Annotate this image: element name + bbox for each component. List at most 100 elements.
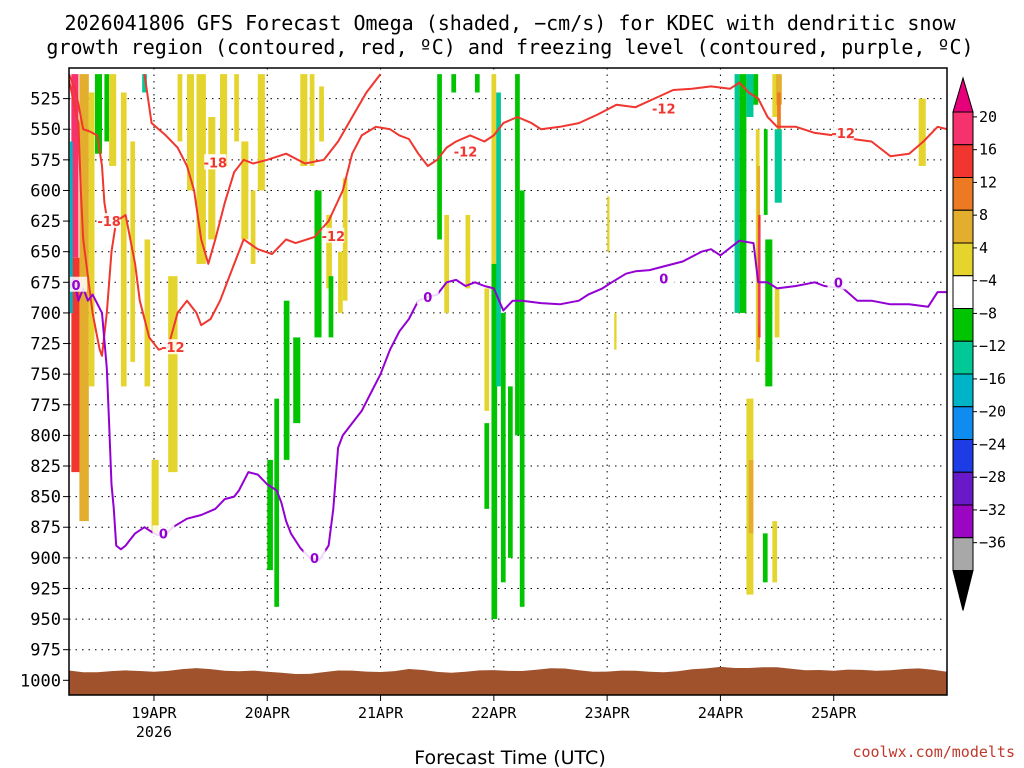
contour-label-bg xyxy=(827,274,850,290)
omega-cell xyxy=(519,190,525,607)
plot-frame xyxy=(68,67,948,696)
y-tick-label: 600 xyxy=(30,181,61,201)
omega-cell xyxy=(734,74,740,313)
contour-label-bg xyxy=(65,276,88,292)
colorbar-tick-label: −24 xyxy=(979,435,1006,453)
omega-cell xyxy=(309,74,315,166)
colorbar-tick-label: −4 xyxy=(979,272,997,290)
contour-label-bg xyxy=(152,525,175,541)
y-tick-label: 850 xyxy=(30,488,61,508)
omega-cell xyxy=(328,276,334,338)
omega-cell xyxy=(234,74,239,142)
y-tick-label: 800 xyxy=(30,426,61,446)
omega-cell xyxy=(491,74,497,289)
omega-cell xyxy=(762,533,768,583)
omega-cell xyxy=(220,74,228,166)
y-tick-label: 1000 xyxy=(20,671,61,691)
omega-cell xyxy=(293,337,301,424)
dendritic-growth-contours xyxy=(69,73,947,357)
contour-label: -12 xyxy=(322,230,346,245)
colorbar-swatch xyxy=(952,242,974,277)
y-tick-label: 650 xyxy=(30,243,61,263)
omega-cell xyxy=(109,74,117,166)
chart-title-line2: growth region (contoured, red, ºC) and f… xyxy=(46,35,973,59)
y-tick-label: 975 xyxy=(30,641,61,661)
omega-cell xyxy=(496,92,501,387)
omega-cell xyxy=(342,178,348,301)
omega-cell xyxy=(474,74,480,93)
y-tick-label: 925 xyxy=(30,579,61,599)
omega-cell xyxy=(484,288,490,411)
omega-cell xyxy=(748,459,754,534)
omega-cell xyxy=(151,459,159,534)
omega-cell xyxy=(491,263,498,620)
colorbar-swatch xyxy=(952,439,974,473)
credit-link[interactable]: coolwx.com/modelts xyxy=(852,743,1015,761)
omega-cell xyxy=(94,74,103,154)
omega-cell xyxy=(451,74,457,93)
omega-cell xyxy=(257,74,265,191)
omega-cell xyxy=(177,74,183,142)
omega-cell xyxy=(444,214,449,313)
omega-cell xyxy=(274,398,280,607)
colorbar-tick-label: 12 xyxy=(979,173,997,191)
y-tick-label: 950 xyxy=(30,610,61,630)
omega-cell xyxy=(250,190,256,264)
omega-cell xyxy=(774,129,782,203)
omega-cell xyxy=(763,129,768,215)
omega-cell xyxy=(300,74,308,166)
y-tick-label: 525 xyxy=(30,90,61,110)
contour-label-bg xyxy=(204,154,227,170)
colorbar-tick-label: −32 xyxy=(979,501,1006,519)
contour-label: 0 xyxy=(423,291,432,306)
omega-cell xyxy=(241,141,249,240)
omega-cell xyxy=(508,386,513,558)
terrain-fill xyxy=(69,666,947,695)
y-tick-label: 625 xyxy=(30,212,61,232)
colorbar-swatch xyxy=(952,209,974,244)
colorbar-swatch xyxy=(952,504,974,539)
x-tick-sublabel: 2026 xyxy=(136,723,172,741)
colorbar-swatch xyxy=(952,340,974,375)
contour-label: 0 xyxy=(159,527,168,542)
x-tick-label: 21APR xyxy=(358,704,404,722)
omega-cell xyxy=(196,74,206,264)
colorbar: 20 16 12 8 4 −4 −8 −12 −16 −20 −24 −28 −32 −36 xyxy=(952,76,1006,611)
colorbar-tick-label: −20 xyxy=(979,403,1006,421)
omega-cell xyxy=(774,288,780,338)
colorbar-bottom-arrow xyxy=(952,570,974,611)
colorbar-swatch xyxy=(952,275,974,309)
omega-cell xyxy=(515,74,520,436)
omega-cell xyxy=(739,74,747,313)
omega-cell xyxy=(120,92,127,387)
colorbar-swatch xyxy=(952,308,974,342)
omega-cell xyxy=(614,312,617,350)
colorbar-swatch xyxy=(952,406,974,440)
contour-label-bg xyxy=(98,213,121,229)
contour-label: -18 xyxy=(97,215,121,230)
omega-cell xyxy=(187,74,195,191)
y-tick-label: 900 xyxy=(30,549,61,569)
omega-cell xyxy=(772,521,778,583)
contour-label: 0 xyxy=(72,279,81,294)
red-contour-line xyxy=(69,79,947,357)
x-tick-label: 22APR xyxy=(471,704,517,722)
omega-cell xyxy=(208,116,216,240)
contour-label-bg xyxy=(416,289,439,305)
colorbar-tick-label: 20 xyxy=(979,108,997,126)
contour-label: 0 xyxy=(659,273,668,288)
omega-cell xyxy=(88,92,95,387)
colorbar-swatch xyxy=(952,177,974,211)
y-tick-label: 675 xyxy=(30,273,61,293)
colorbar-swatch xyxy=(952,144,974,178)
colorbar-tick-label: −28 xyxy=(979,468,1006,486)
y-tick-label: 550 xyxy=(30,120,61,140)
contour-label: 0 xyxy=(310,552,319,567)
y-tick-label: 725 xyxy=(30,335,61,355)
omega-cell xyxy=(71,74,79,258)
contour-label-bg xyxy=(652,270,675,286)
contour-label-bg xyxy=(322,227,345,243)
x-tick-label: 19APR xyxy=(131,704,177,722)
